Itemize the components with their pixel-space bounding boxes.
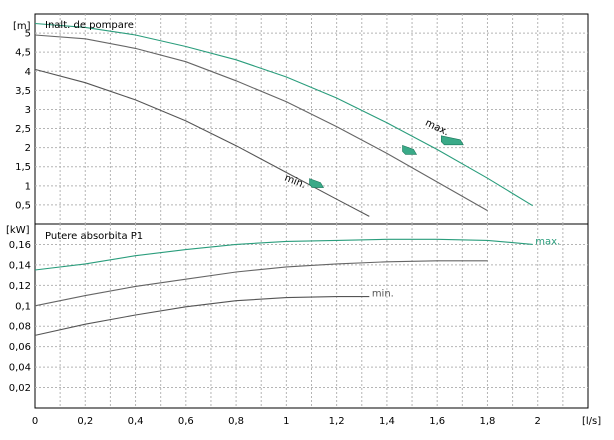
power-curve-label-max: max.: [535, 236, 560, 247]
power-y-tick-label: 0,12: [9, 281, 31, 292]
power-y-tick-label: 0,04: [9, 363, 31, 374]
x-tick-label: 0,2: [77, 416, 93, 427]
x-tick-label: 1,2: [329, 416, 345, 427]
head-y-tick-label: 2,5: [15, 124, 31, 135]
power-y-tick-label: 0,06: [9, 342, 31, 353]
power-curve-mid: [34, 260, 488, 307]
head-y-tick-label: 2: [25, 143, 31, 154]
power-chart-title: Putere absorbita P1: [45, 231, 143, 242]
head-y-tick-label: 5: [25, 29, 31, 40]
head-y-tick-label: 1,5: [15, 162, 31, 173]
head-y-tick-label: 4,5: [15, 48, 31, 59]
x-tick-label: 2: [535, 416, 541, 427]
power-y-tick-label: 0,02: [9, 383, 31, 394]
x-unit: [l/s]: [582, 416, 601, 427]
power-y-unit: [kW]: [6, 225, 30, 236]
operating-point-marker: [440, 135, 464, 146]
x-tick-label: 0,8: [228, 416, 244, 427]
power-y-tick-label: 0,16: [9, 240, 31, 251]
x-tick-label: 0,6: [178, 416, 194, 427]
head-y-tick-label: 3: [25, 105, 31, 116]
power-y-tick-label: 0,1: [15, 301, 31, 312]
power-curve-min: [34, 296, 370, 336]
power-y-tick-label: 0,08: [9, 322, 31, 333]
head-y-tick-label: 3,5: [15, 86, 31, 97]
x-tick-label: 0: [32, 416, 38, 427]
head-curve-max: [34, 22, 533, 207]
head-y-tick-label: 1: [25, 181, 31, 192]
head-y-tick-label: 0,5: [15, 200, 31, 211]
head-curve-min: [34, 68, 370, 217]
x-tick-label: 1,6: [429, 416, 445, 427]
x-tick-label: 1,4: [379, 416, 395, 427]
x-tick-label: 1,8: [480, 416, 496, 427]
operating-point-marker: [309, 178, 325, 188]
x-tick-label: 1: [283, 416, 289, 427]
marker-layer: [309, 135, 464, 188]
power-curve-max: [34, 238, 533, 271]
head-y-tick-label: 4: [25, 67, 31, 78]
head-curve-mid: [34, 34, 488, 212]
power-y-tick-label: 0,14: [9, 260, 31, 271]
head-chart-title: Inalt. de pompare: [45, 20, 134, 31]
head-y-unit: [m]: [13, 21, 31, 32]
x-tick-label: 0,4: [128, 416, 144, 427]
grid-layer: [35, 14, 588, 408]
curve-layer: [34, 22, 533, 336]
power-curve-label-min: min.: [372, 289, 394, 300]
operating-point-marker: [402, 144, 418, 155]
